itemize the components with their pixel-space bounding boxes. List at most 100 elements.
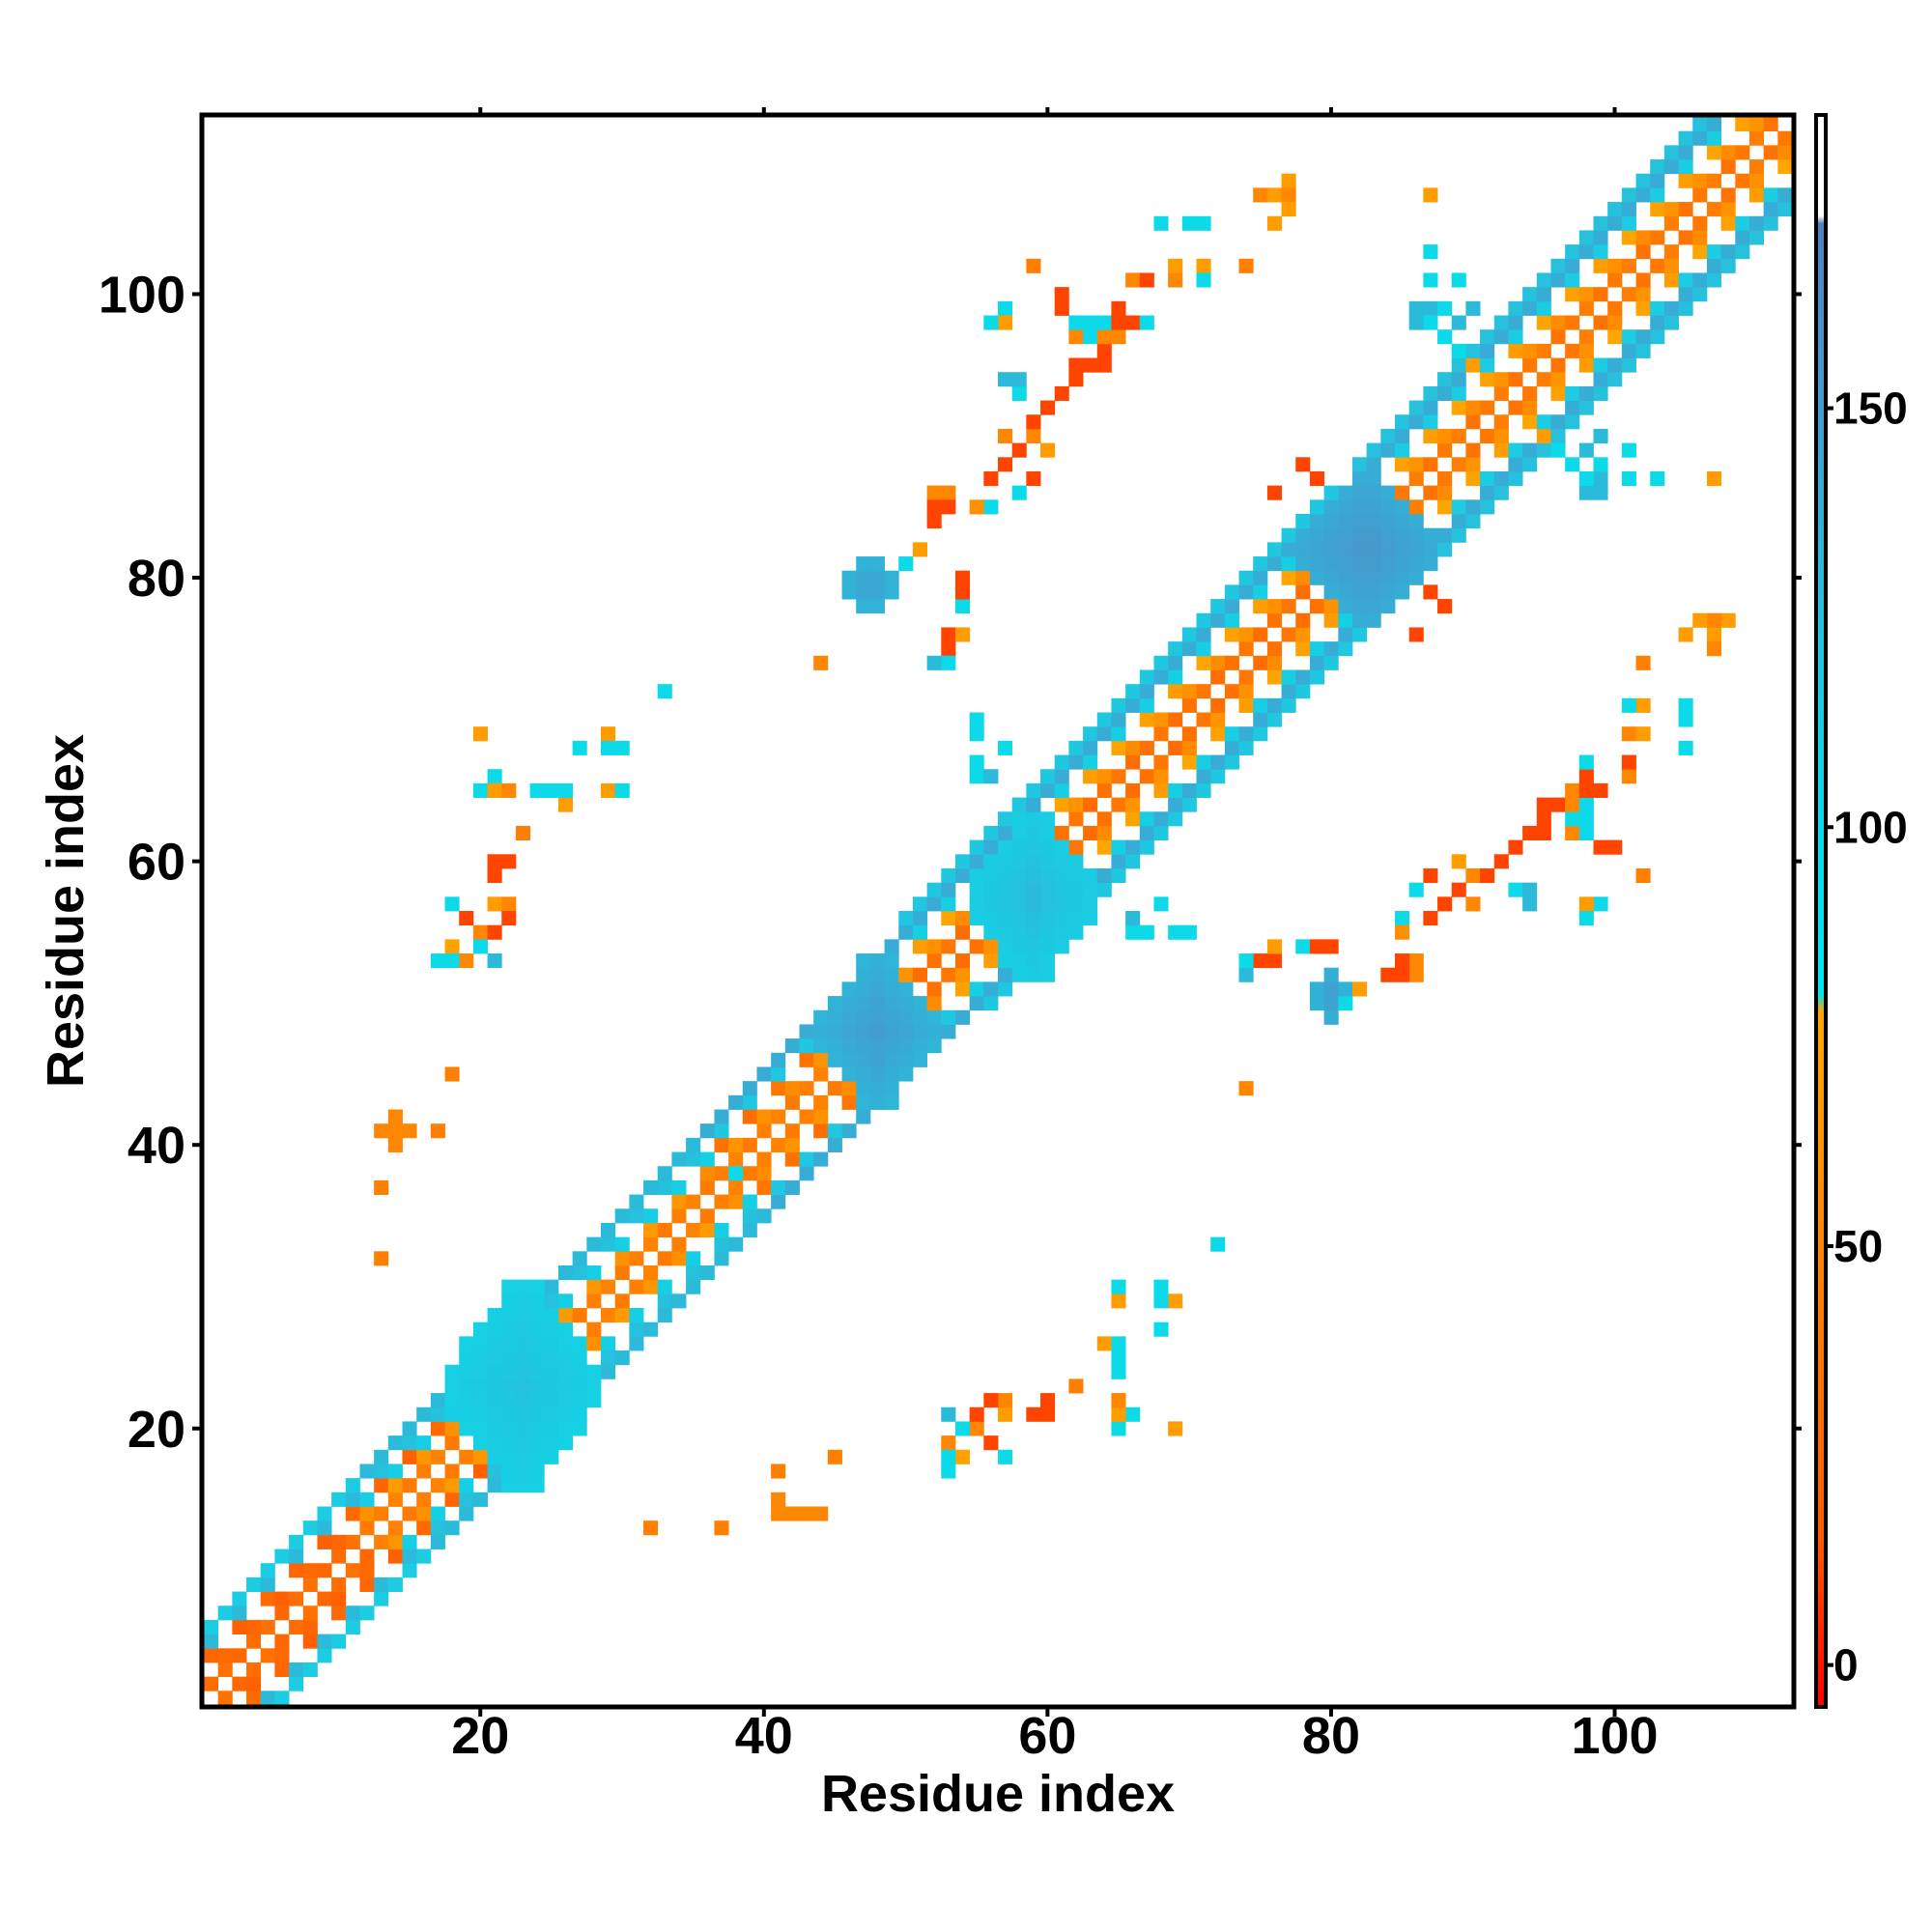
heatmap-cell <box>1366 570 1381 585</box>
heatmap-cell <box>387 1109 403 1124</box>
heatmap-cell <box>1465 867 1481 884</box>
heatmap-cell <box>1395 584 1410 600</box>
heatmap-cell <box>1210 726 1226 742</box>
heatmap-cell <box>472 1336 488 1351</box>
heatmap-cell <box>742 1094 757 1110</box>
heatmap-cell <box>1026 839 1041 855</box>
heatmap-cell <box>1380 499 1396 515</box>
heatmap-cell <box>1338 542 1353 557</box>
heatmap-cell <box>1635 867 1651 884</box>
heatmap-cell <box>728 1137 744 1152</box>
heatmap-cell <box>557 1308 574 1323</box>
heatmap-cell <box>1040 911 1056 926</box>
heatmap-cell <box>1096 329 1112 345</box>
heatmap-cell <box>1153 655 1169 670</box>
heatmap-cell <box>869 1052 885 1067</box>
heatmap-cell <box>1621 329 1636 345</box>
heatmap-cell <box>1366 499 1381 515</box>
heatmap-cell <box>813 1506 829 1521</box>
heatmap-cell <box>1508 343 1523 358</box>
heatmap-cell <box>487 769 502 784</box>
heatmap-cell <box>1266 187 1282 203</box>
heatmap-cell <box>657 1308 672 1323</box>
heatmap-cell <box>998 811 1013 827</box>
heatmap-cell <box>1266 556 1282 572</box>
heatmap-cell <box>728 1166 744 1181</box>
heatmap-cell <box>515 1421 531 1436</box>
heatmap-cell <box>1266 655 1282 670</box>
heatmap-cell <box>954 1009 971 1025</box>
heatmap-cell <box>1125 911 1141 926</box>
heatmap-cell <box>1706 244 1722 260</box>
heatmap-cell <box>998 867 1013 884</box>
heatmap-cell <box>1181 641 1197 657</box>
heatmap-cell <box>472 1350 488 1366</box>
heatmap-cell <box>529 1364 545 1379</box>
heatmap-cell <box>1125 684 1141 699</box>
heatmap-cell <box>983 499 999 515</box>
heatmap-cell <box>1451 315 1466 330</box>
heatmap-cell <box>1011 896 1027 912</box>
heatmap-cell <box>1281 202 1296 217</box>
heatmap-cell <box>1054 287 1069 302</box>
heatmap-cell <box>643 1208 659 1224</box>
heatmap-cell <box>1578 329 1594 345</box>
heatmap-cell <box>1168 782 1183 798</box>
heatmap-cell <box>1125 854 1141 869</box>
heatmap-cell <box>1650 315 1665 330</box>
heatmap-cell <box>827 1052 842 1067</box>
heatmap-cell <box>1480 485 1495 500</box>
heatmap-cell <box>1011 953 1027 969</box>
heatmap-cell <box>827 1123 842 1139</box>
heatmap-cell <box>302 1563 318 1578</box>
heatmap-cell <box>1621 726 1636 742</box>
heatmap-cell <box>1083 867 1098 884</box>
heatmap-cell <box>1026 896 1041 912</box>
heatmap-cell <box>884 1052 899 1067</box>
heatmap-cell <box>969 854 984 869</box>
heatmap-cell <box>714 1123 729 1139</box>
heatmap-cell <box>1578 754 1594 770</box>
heatmap-cell <box>487 1336 502 1351</box>
heatmap-cell <box>1281 627 1296 642</box>
heatmap-cell <box>1536 414 1551 430</box>
heatmap-cell <box>954 924 971 940</box>
heatmap-cell <box>1266 215 1282 231</box>
heatmap-cell <box>1295 556 1311 572</box>
heatmap-cell <box>459 1406 474 1422</box>
heatmap-cell <box>1040 782 1056 798</box>
heatmap-cell <box>1706 173 1722 188</box>
heatmap-cell <box>1210 1236 1226 1252</box>
heatmap-cell <box>869 1024 885 1039</box>
heatmap-cell <box>359 1463 375 1479</box>
heatmap-cell <box>1323 514 1339 529</box>
heatmap-cell <box>1338 599 1353 614</box>
heatmap-cell <box>954 967 971 982</box>
heatmap-cell <box>1748 159 1765 175</box>
heatmap-cell <box>1678 627 1693 642</box>
heatmap-cell <box>501 1364 517 1379</box>
heatmap-cell <box>983 939 999 954</box>
heatmap-cell <box>1678 697 1693 713</box>
heatmap-cell <box>686 1151 701 1167</box>
heatmap-cell <box>1621 357 1636 373</box>
heatmap-cell <box>1720 244 1736 260</box>
heatmap-cell <box>1692 187 1708 203</box>
heatmap-cell <box>912 911 928 926</box>
heatmap-cell <box>1139 740 1154 755</box>
heatmap-cell <box>1607 357 1623 373</box>
heatmap-cell <box>402 1548 417 1564</box>
heatmap-cell <box>459 1336 474 1351</box>
heatmap-cell <box>359 1492 375 1507</box>
heatmap-cell <box>331 1548 347 1564</box>
heatmap-cell <box>856 599 871 614</box>
heatmap-cell <box>472 726 488 742</box>
heatmap-cell <box>1011 797 1027 812</box>
heatmap-cell <box>557 782 574 798</box>
heatmap-cell <box>827 996 842 1011</box>
heatmap-cell <box>1253 953 1268 969</box>
heatmap-cell <box>756 1179 772 1195</box>
heatmap-cell <box>544 1406 559 1422</box>
heatmap-cell <box>572 1364 587 1379</box>
heatmap-cell <box>1351 570 1368 585</box>
